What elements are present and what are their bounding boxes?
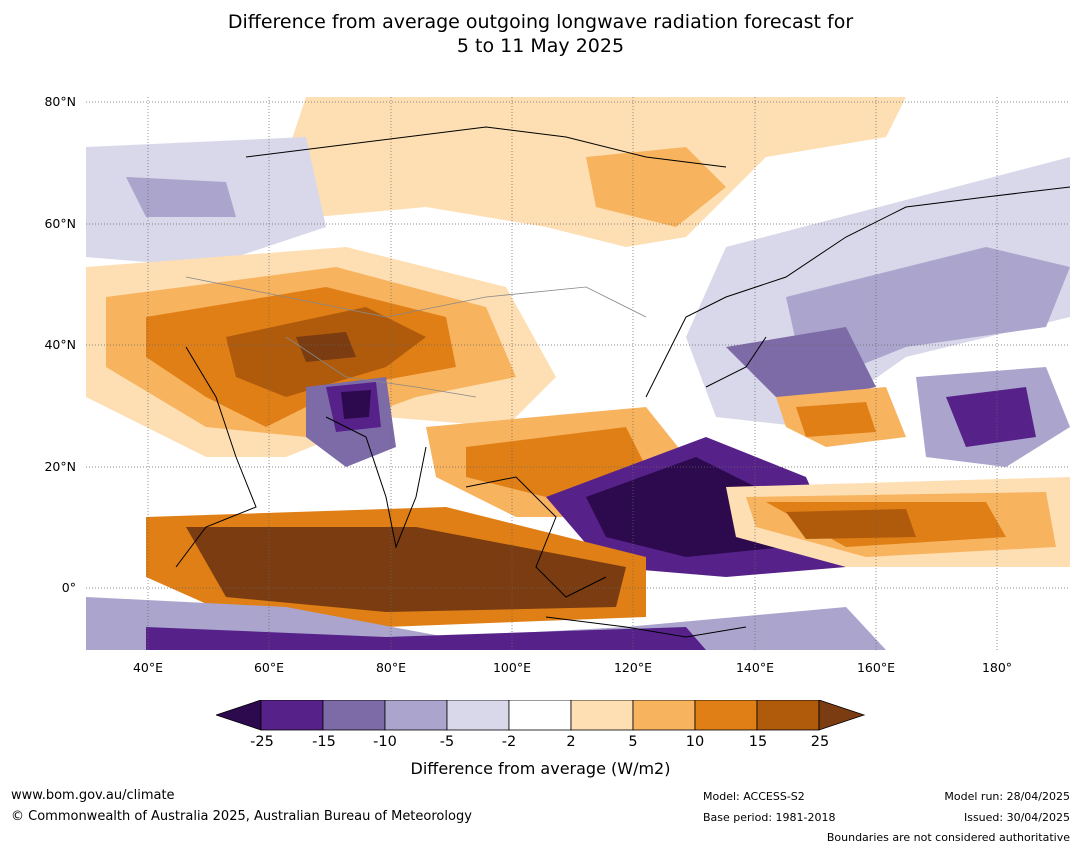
title-line-1: Difference from average outgoing longwav… [227,11,854,33]
india-negative-peak [341,390,371,419]
colorbar-bin [632,700,696,731]
graticule [86,97,1070,650]
cbar-tick: 10 [685,734,705,750]
lon-label-40e: 40°E [132,660,164,675]
lon-label-160e: 160°E [856,660,895,675]
cbar-tick: -15 [312,734,336,750]
footer-issued: Issued: 30/04/2025 [963,811,1070,824]
japan-negative-core [726,327,876,407]
tibet-peak [296,332,356,362]
cbar-tick: -25 [250,734,274,750]
colorbar-bin [446,700,510,731]
colorbar-bin [384,700,448,731]
footer-model-run: Model run: 28/04/2025 [944,790,1070,803]
coastlines [175,126,1070,638]
lon-label-80e: 80°E [375,660,407,675]
title-line-2: 5 to 11 May 2025 [456,35,625,57]
footer-copyright: © Commonwealth of Australia 2025, Austra… [11,809,472,824]
lon-label-120e: 120°E [613,660,652,675]
colorbar-label: Difference from average (W/m2) [410,759,671,778]
footer-model: Model: ACCESS-S2 [703,790,805,803]
colorbar-bin [508,700,572,731]
pacific-small-positive-core [796,402,876,437]
lat-label-0: 0° [61,580,76,595]
pacific-positive-core [786,509,916,539]
footer-base-period: Base period: 1981-2018 [703,811,836,824]
country-boundaries [185,276,647,398]
indian-ocean-positive-core [186,527,626,612]
cbar-tick: 2 [566,734,576,750]
lon-label-60e: 60°E [253,660,285,675]
lat-label-20n: 20°N [44,459,76,474]
pacific-negative-core [946,387,1036,447]
colorbar-extend-low [216,700,262,731]
colorbar-bin [756,700,820,731]
map-canvas [86,97,1070,650]
lat-label-60n: 60°N [44,216,76,231]
chart-title: Difference from average outgoing longwav… [0,10,1081,58]
south-indian-negative-core [146,627,706,650]
lon-label-180: 180° [981,660,1013,675]
colorbar-bin [570,700,634,731]
lat-label-80n: 80°N [44,94,76,109]
colorbar-extend-high [818,700,866,731]
footer-disclaimer: Boundaries are not considered authoritat… [826,831,1070,844]
footer-url: www.bom.gov.au/climate [11,788,175,803]
colorbar-bin [322,700,386,731]
cbar-tick: -10 [373,734,397,750]
lat-label-40n: 40°N [44,337,76,352]
lon-label-140e: 140°E [735,660,774,675]
colorbar-bin [694,700,758,731]
siberia-moderate-anomaly [586,147,726,227]
colorbar-bin [260,700,324,731]
cbar-tick: -5 [439,734,455,750]
cbar-tick: 15 [748,734,768,750]
colorbar [216,700,866,731]
cbar-tick: 5 [628,734,638,750]
cbar-tick: -2 [501,734,517,750]
west-negative-core [126,177,236,217]
cbar-tick: 25 [810,734,830,750]
anomaly-map [86,97,1070,650]
lon-label-100e: 100°E [492,660,531,675]
